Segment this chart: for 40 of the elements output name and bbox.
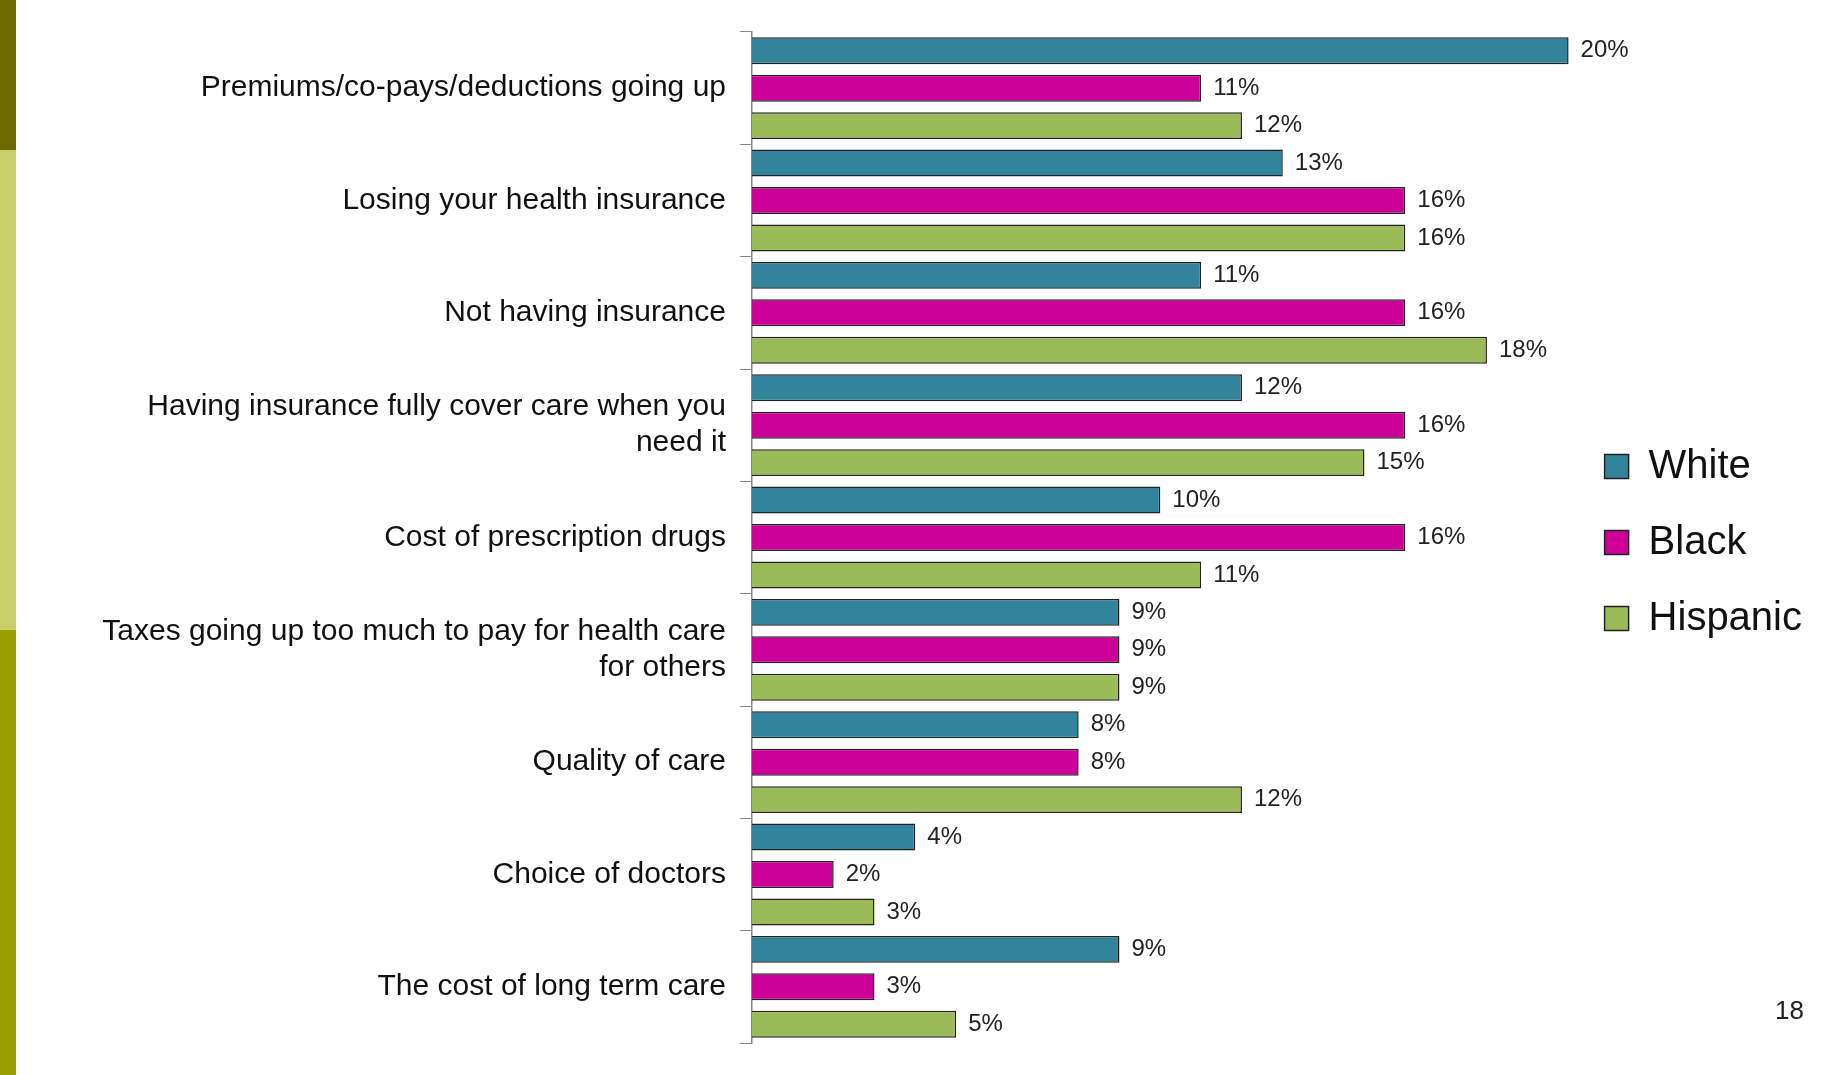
y-tick-label: Having insurance fully cover care when you need it [147, 388, 727, 458]
data-label: 16% [1417, 185, 1466, 213]
data-label: 16% [1417, 297, 1466, 325]
data-label: 2% [845, 859, 881, 887]
data-label: 12% [1253, 110, 1303, 138]
data-label: 16% [1417, 409, 1466, 437]
y-tick-label: Losing your health insurance [342, 181, 726, 215]
data-label: 3% [886, 971, 922, 999]
y-tick-label: Quality of care [532, 743, 726, 777]
data-label: 13% [1294, 147, 1343, 175]
y-tick-label: Not having insurance [444, 294, 726, 328]
y-tick-label: Cost of prescription drugs [384, 518, 726, 552]
data-label: 12% [1253, 784, 1303, 812]
data-label: 16% [1417, 522, 1466, 550]
data-label: 8% [1090, 746, 1126, 774]
data-label: 3% [886, 896, 922, 924]
legend-label: White [1648, 441, 1751, 486]
data-label: 18% [1498, 334, 1547, 362]
data-label: 9% [1131, 597, 1167, 625]
y-tick-label: Taxes going up too much to pay for health care for others [102, 613, 726, 683]
y-tick-label: Premiums/co-pays/deductions going up [200, 69, 726, 103]
data-label: 12% [1253, 372, 1303, 400]
y-tick-label: Choice of doctors [492, 855, 726, 889]
legend-label: Hispanic [1648, 593, 1803, 638]
data-label: 11% [1213, 72, 1260, 100]
data-label: 9% [1131, 671, 1167, 699]
data-label: 8% [1090, 709, 1126, 737]
data-label: 11% [1213, 559, 1260, 587]
data-label: 10% [1172, 484, 1221, 512]
data-label: 15% [1376, 447, 1425, 475]
data-label: 11% [1213, 260, 1260, 288]
data-label: 9% [1131, 634, 1167, 662]
y-tick-label: The cost of long term care [377, 968, 726, 1002]
data-label: 20% [1580, 35, 1629, 63]
data-label: 5% [968, 1008, 1003, 1036]
data-label: 9% [1131, 934, 1167, 962]
data-label: 4% [927, 821, 963, 849]
text: 18 [1775, 995, 1804, 1026]
data-label: 16% [1417, 222, 1466, 250]
legend-label: Black [1648, 517, 1748, 562]
